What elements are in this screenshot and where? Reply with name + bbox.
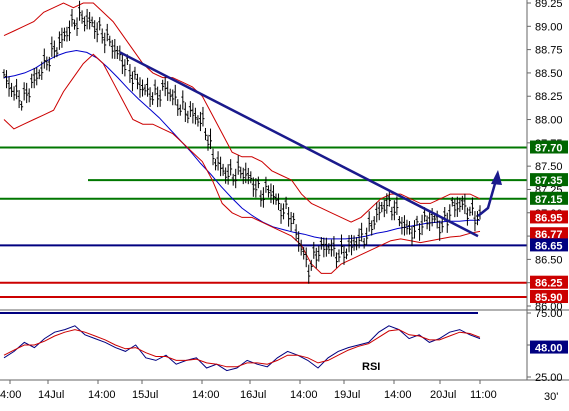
- level-label-2: 87.15: [530, 191, 568, 206]
- rsi-title: RSI: [362, 361, 380, 373]
- rsi-panel: RSI: [0, 312, 527, 378]
- level-label-text: 87.35: [535, 175, 563, 187]
- level-label-1: 87.35: [530, 173, 568, 187]
- x-tick-label: 19Jul: [334, 389, 360, 401]
- y-tick-label: 88.25: [535, 91, 563, 103]
- level-label-text: 86.95: [535, 212, 563, 224]
- rsi-current-label: 48.00: [530, 340, 568, 355]
- level-label-text: 86.77: [535, 229, 563, 241]
- level-label-box: [530, 173, 568, 187]
- level-label-box: [530, 210, 568, 224]
- level-label-text: 86.65: [535, 240, 563, 252]
- price-plot-area: [0, 0, 527, 310]
- y-tick-label: 88.00: [535, 115, 563, 127]
- level-label-0: 87.70: [530, 140, 568, 155]
- x-tick-label: 14:00: [290, 389, 318, 401]
- price-bars: [2, 0, 482, 284]
- level-label-6: 86.25: [530, 275, 568, 290]
- y-tick-label: 89.00: [535, 21, 563, 33]
- level-label-7: 85.90: [530, 290, 568, 304]
- x-tick-label: 14Jul: [38, 389, 64, 401]
- rsi-y-tick-label: 25.00: [535, 372, 563, 384]
- level-label-box: [530, 227, 568, 241]
- level-label-box: [530, 191, 568, 205]
- rsi-series-rsi: [3, 325, 481, 372]
- timeframe-label: 30': [544, 391, 558, 403]
- projection-arrow-head: [491, 170, 502, 185]
- rsi-current-box: [530, 340, 568, 354]
- x-tick-label: 16Jul: [240, 389, 266, 401]
- y-tick-label: 88.75: [535, 45, 563, 57]
- axis-layer: 86.0086.2586.5086.7587.0087.2587.5087.75…: [0, 0, 569, 401]
- level-label-box: [530, 238, 568, 252]
- level-label-box: [530, 140, 568, 154]
- series-bollinger-lower: [3, 53, 481, 274]
- series-moving-average: [3, 49, 480, 240]
- rsi-plot-area: [0, 312, 527, 378]
- level-label-box: [530, 290, 568, 303]
- level-label-3: 86.95: [530, 210, 568, 224]
- price-panel: [0, 0, 527, 310]
- x-tick-label: 14:00: [192, 389, 220, 401]
- projection-arrow-shaft: [477, 179, 498, 217]
- x-tick-label: 15Jul: [132, 389, 158, 401]
- y-tick-label: 87.50: [535, 161, 563, 173]
- rsi-current-text: 48.00: [535, 343, 563, 355]
- y-tick-label: 88.50: [535, 68, 563, 80]
- x-tick-label: 4:00: [0, 389, 21, 401]
- level-label-text: 86.25: [535, 278, 563, 290]
- rsi-y-tick-label: 75.00: [535, 308, 563, 320]
- level-label-text: 85.90: [535, 292, 563, 304]
- level-label-4: 86.77: [530, 227, 568, 241]
- series-bollinger-upper: [3, 2, 481, 223]
- y-tick-label: 86.50: [535, 254, 563, 266]
- level-label-box: [530, 275, 568, 289]
- x-tick-label: 11:00: [470, 389, 497, 401]
- level-label-text: 87.70: [535, 143, 563, 155]
- y-tick-label: 89.25: [535, 0, 563, 10]
- trendline: [119, 51, 479, 238]
- x-tick-label: 20Jul: [430, 389, 456, 401]
- level-label-text: 87.15: [535, 194, 563, 206]
- y-tick-label: 86.00: [535, 301, 563, 313]
- rsi-series-rsi-signal: [3, 329, 481, 368]
- x-tick-label: 14:00: [384, 389, 412, 401]
- level-label-5: 86.65: [530, 238, 568, 252]
- x-tick-label: 14:00: [88, 389, 116, 401]
